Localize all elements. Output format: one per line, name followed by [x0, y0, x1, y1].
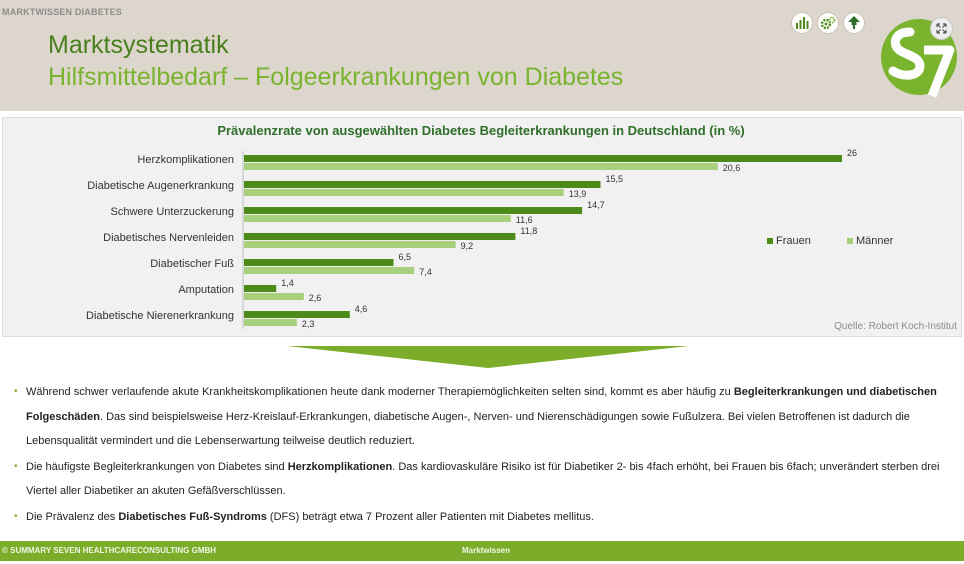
bar-maenner: [244, 293, 304, 300]
down-arrow-shape: [287, 346, 689, 368]
bar-chart-icon[interactable]: [791, 12, 813, 34]
bar-maenner: [244, 267, 415, 274]
bar-maenner: [244, 319, 297, 326]
data-label: 15,5: [606, 174, 624, 184]
legend-label-frauen: Frauen: [776, 235, 811, 247]
footer-copyright: © SUMMARY SEVEN HEALTHCARECONSULTING GMB…: [2, 546, 217, 555]
bullet-dot: •: [14, 460, 18, 472]
bullet-emphasis: Herzkomplikationen: [287, 460, 393, 473]
bar-frauen: [244, 181, 601, 188]
chart-panel: Prävalenzrate von ausgewählten Diabetes …: [2, 117, 962, 337]
data-label: 20,6: [723, 163, 741, 173]
data-label: 11,8: [520, 226, 537, 236]
legend-swatch-frauen: [767, 238, 773, 244]
bullet-text: Die Prävalenz des: [26, 510, 119, 523]
category-label: Diabetischer Fuß: [150, 258, 234, 270]
bullet-dot: •: [14, 386, 18, 397]
section-label: MARKTWISSEN DIABETES: [2, 7, 123, 17]
data-label: 1,4: [281, 278, 294, 288]
bar-maenner: [244, 241, 456, 248]
bar-frauen: [244, 155, 842, 162]
data-label: 6,5: [399, 252, 412, 262]
bullet-item: • Die häufigste Begleiterkrankungen von D…: [14, 455, 954, 504]
data-label: 2,3: [302, 319, 315, 329]
footer: © SUMMARY SEVEN HEALTHCARECONSULTING GMB…: [0, 541, 964, 561]
bullet-dot: •: [14, 510, 18, 522]
data-label: 7,4: [419, 267, 432, 277]
expand-glyph: [936, 23, 947, 34]
bullet-text: Während schwer verlaufende akute Krankhe…: [26, 386, 734, 398]
data-label: 2,6: [309, 293, 322, 303]
expand-icon[interactable]: [930, 17, 953, 40]
data-label: 9,2: [461, 241, 474, 251]
bar-frauen: [244, 207, 583, 214]
bar-maenner: [244, 163, 718, 170]
bullet-list: • Während schwer verlaufende akute Krankh…: [14, 380, 954, 530]
data-label: 13,9: [569, 189, 587, 199]
category-label: Amputation: [178, 284, 234, 296]
header: MARKTWISSEN DIABETES Marktsystematik Hil…: [0, 0, 964, 111]
tree-icon[interactable]: [843, 12, 865, 34]
bar-maenner: [244, 215, 511, 222]
bar-chart: Herzkomplikationen 26 20,6 Diabetische Auge…: [86, 148, 894, 329]
data-label: 4,6: [355, 304, 368, 314]
bullet-emphasis: Begleiterkrankungen und diabetischen Fol…: [26, 386, 937, 423]
page-subtitle: Hilfsmittelbedarf – Folgeerkrankungen vo…: [48, 63, 624, 91]
gears-icon[interactable]: [817, 12, 839, 34]
bullet-text: (DFS) beträgt etwa 7 Prozent aller Patie…: [266, 510, 594, 523]
category-label: Diabetische Nierenerkrankung: [86, 310, 234, 322]
bar-frauen: [244, 233, 516, 240]
bar-maenner: [244, 189, 564, 196]
data-label: 14,7: [587, 200, 605, 210]
legend-label-maenner: Männer: [856, 235, 894, 247]
category-label: Diabetisches Nervenleiden: [103, 232, 234, 244]
category-label: Schwere Unterzuckerung: [110, 206, 234, 218]
bar-chart-glyph: [796, 17, 809, 29]
bar-frauen: [244, 259, 394, 266]
bullet-text: Die häufigste Begleiterkrankungen von Di…: [26, 460, 288, 473]
bullet-text: . Das sind beispielsweise Herz-Kreislauf…: [26, 410, 910, 448]
page-title: Marktsystematik: [48, 31, 229, 59]
bullet-item: • Die Prävalenz des Diabetisches Fuß-Synd…: [14, 505, 954, 530]
tree-glyph: [848, 16, 860, 29]
legend-swatch-maenner: [847, 238, 853, 244]
category-label: Diabetische Augenerkrankung: [87, 180, 234, 192]
gears-glyph: [820, 16, 836, 30]
bar-frauen: [244, 311, 350, 318]
bullet-text: . Das kardiovaskuläre Risiko ist für Dia…: [26, 460, 940, 498]
chart-source: Quelle: Robert Koch-Institut: [834, 321, 957, 332]
footer-section: Marktwissen: [462, 546, 511, 555]
data-label: 11,6: [516, 215, 533, 225]
bullet-item: • Während schwer verlaufende akute Krankh…: [14, 380, 954, 454]
bullet-emphasis: Diabetisches Fuß-Syndroms: [118, 510, 267, 523]
bar-frauen: [244, 285, 277, 292]
data-label: 26: [847, 148, 857, 158]
chart-title: Prävalenzrate von ausgewählten Diabetes …: [217, 123, 745, 138]
category-label: Herzkomplikationen: [137, 154, 234, 166]
